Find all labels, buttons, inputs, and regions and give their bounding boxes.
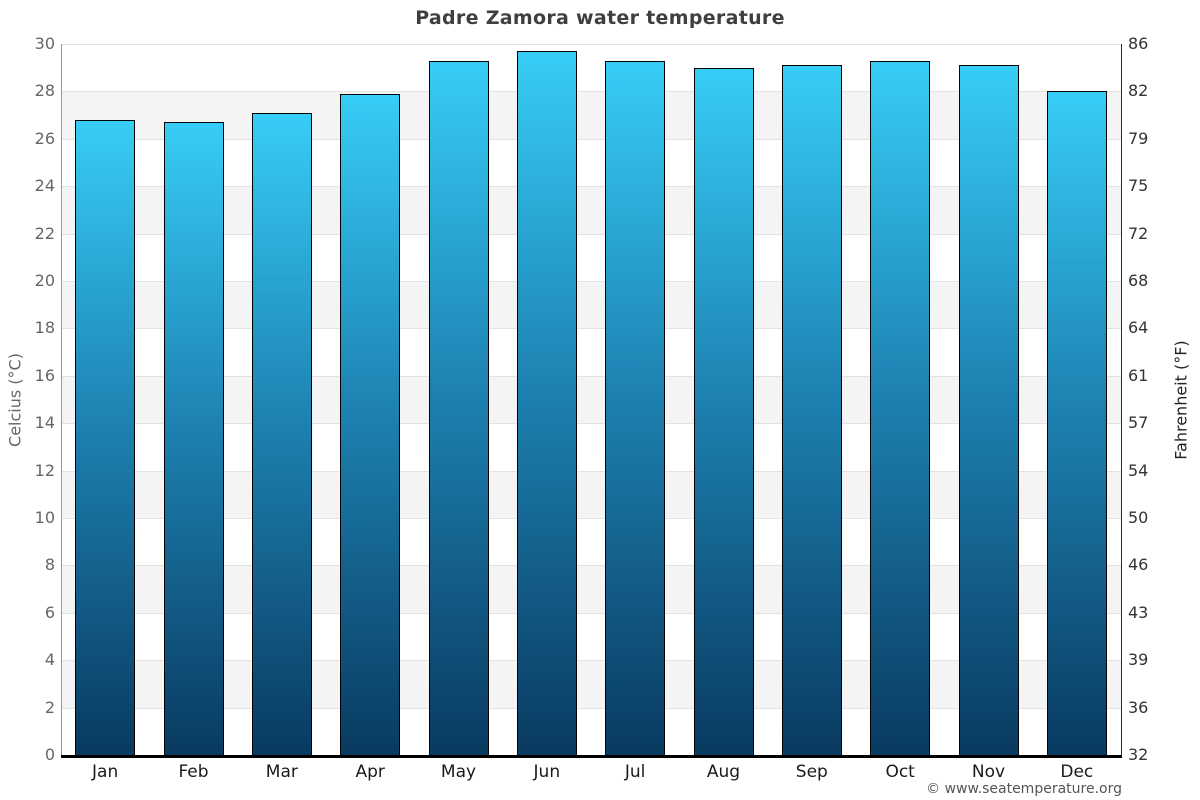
grid-band-18-20 <box>61 281 1121 329</box>
grid-band-4-6 <box>61 612 1121 661</box>
x-tick-aug: Aug <box>706 762 741 782</box>
grid-band-16-18 <box>61 328 1121 376</box>
y-axis-title-celsius: Celcius (°C) <box>5 353 25 447</box>
y-tick-fahrenheit-57: 57 <box>1128 413 1149 433</box>
y-tick-celsius-14: 14 <box>34 413 55 433</box>
y-tick-celsius-18: 18 <box>34 318 55 338</box>
y-tick-fahrenheit-68: 68 <box>1128 271 1149 290</box>
bar-apr[interactable] <box>340 93 401 755</box>
y-tick-fahrenheit-64: 64 <box>1128 318 1149 338</box>
gridline-12 <box>61 470 1121 472</box>
y-tick-celsius-8: 8 <box>44 555 55 575</box>
gridline-10 <box>61 518 1121 519</box>
y-tick-celsius-20: 20 <box>34 271 55 290</box>
grid-band-22-24 <box>61 186 1121 234</box>
grid-band-26-28 <box>61 91 1121 139</box>
y-tick-fahrenheit-61: 61 <box>1128 365 1149 385</box>
bar-mar[interactable] <box>251 112 312 755</box>
x-tick-feb: Feb <box>178 762 209 782</box>
chart-title: Padre Zamora water temperature <box>415 7 785 29</box>
y-tick-celsius-30: 30 <box>34 34 55 53</box>
y-tick-celsius-28: 28 <box>34 81 55 101</box>
bar-jan[interactable] <box>75 119 136 755</box>
gridline-20 <box>61 281 1121 282</box>
footer-credit-link[interactable]: © www.seatemperature.org <box>926 781 1122 797</box>
grid-band-6-8 <box>61 565 1121 613</box>
gridline-16 <box>61 375 1121 377</box>
bar-may[interactable] <box>428 60 489 755</box>
y-tick-fahrenheit-46: 46 <box>1128 555 1149 575</box>
bar-jul[interactable] <box>605 60 666 755</box>
y-tick-fahrenheit-36: 36 <box>1128 697 1149 717</box>
y-tick-celsius-24: 24 <box>34 176 55 196</box>
plot-area <box>61 44 1121 755</box>
bar-oct[interactable] <box>870 60 931 755</box>
gridline-14 <box>61 423 1121 425</box>
y-tick-fahrenheit-82: 82 <box>1128 81 1149 101</box>
y-tick-celsius-12: 12 <box>34 460 55 480</box>
grid-band-14-16 <box>61 375 1121 424</box>
gridline-4 <box>61 660 1121 662</box>
bar-feb[interactable] <box>163 122 224 755</box>
y-axis-title-fahrenheit: Fahrenheit (°F) <box>1171 340 1191 460</box>
gridline-24 <box>61 186 1121 188</box>
grid-band-12-14 <box>61 423 1121 471</box>
y-tick-celsius-4: 4 <box>44 650 55 670</box>
bar-jun[interactable] <box>516 51 577 755</box>
gridline-2 <box>61 707 1121 709</box>
grid-band-24-26 <box>61 138 1121 187</box>
gridline-8 <box>61 565 1121 567</box>
y-tick-celsius-10: 10 <box>34 508 55 527</box>
gridline-26 <box>61 138 1121 140</box>
y-tick-fahrenheit-86: 86 <box>1128 34 1149 53</box>
y-axis-line-fahrenheit <box>1121 44 1122 755</box>
y-tick-celsius-0: 0 <box>44 745 55 764</box>
y-tick-fahrenheit-75: 75 <box>1128 176 1149 196</box>
bar-aug[interactable] <box>693 67 754 755</box>
y-tick-fahrenheit-32: 32 <box>1128 745 1149 764</box>
y-axis-line-celsius <box>61 44 62 755</box>
y-tick-celsius-16: 16 <box>34 365 55 385</box>
x-tick-mar: Mar <box>265 762 298 782</box>
y-tick-fahrenheit-54: 54 <box>1128 460 1149 480</box>
x-tick-jan: Jan <box>92 762 119 782</box>
gridline-22 <box>61 233 1121 235</box>
gridline-18 <box>61 328 1121 330</box>
x-tick-nov: Nov <box>971 762 1006 782</box>
y-tick-fahrenheit-50: 50 <box>1128 508 1149 527</box>
y-tick-fahrenheit-79: 79 <box>1128 128 1149 148</box>
x-tick-jul: Jul <box>624 762 646 782</box>
x-tick-jun: Jun <box>533 762 561 782</box>
grid-band-2-4 <box>61 660 1121 708</box>
gridline-30 <box>61 44 1121 45</box>
y-tick-fahrenheit-72: 72 <box>1128 223 1149 243</box>
bar-sep[interactable] <box>781 65 842 755</box>
grid-band-28-30 <box>61 44 1121 92</box>
bar-dec[interactable] <box>1046 91 1107 755</box>
y-tick-celsius-22: 22 <box>34 223 55 243</box>
gridline-28 <box>61 91 1121 93</box>
y-tick-celsius-26: 26 <box>34 128 55 148</box>
gridline-6 <box>61 612 1121 614</box>
x-tick-dec: Dec <box>1060 762 1094 782</box>
y-tick-fahrenheit-39: 39 <box>1128 650 1149 670</box>
grid-band-20-22 <box>61 233 1121 281</box>
y-tick-celsius-2: 2 <box>44 697 55 717</box>
x-axis-line <box>61 755 1122 758</box>
grid-band-8-10 <box>61 518 1121 566</box>
y-tick-fahrenheit-43: 43 <box>1128 602 1149 622</box>
x-tick-oct: Oct <box>885 762 915 782</box>
grid-band-10-12 <box>61 470 1121 518</box>
y-tick-celsius-6: 6 <box>44 602 55 622</box>
bar-nov[interactable] <box>958 65 1019 755</box>
x-tick-may: May <box>440 762 477 782</box>
x-tick-sep: Sep <box>795 762 828 782</box>
grid-band-0-2 <box>61 707 1121 755</box>
x-tick-apr: Apr <box>355 762 385 782</box>
